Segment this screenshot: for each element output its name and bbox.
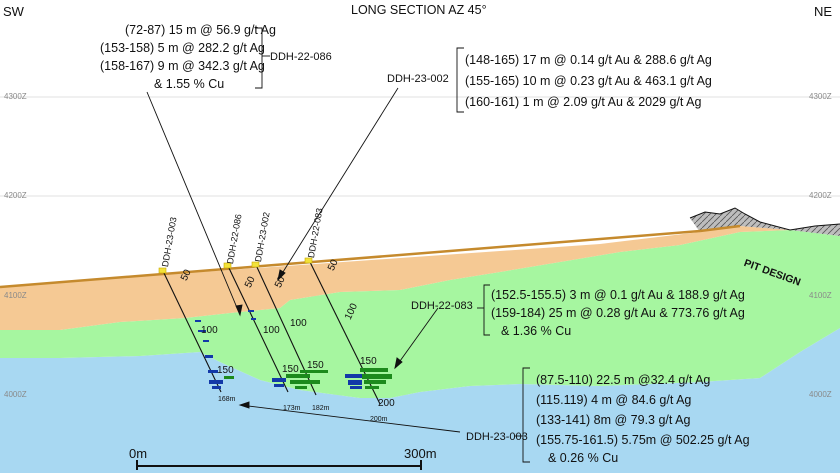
annotation-22-086-line-1: (72-87) 15 m @ 56.9 g/t Ag [125, 23, 276, 37]
pit-design-area [690, 208, 840, 236]
annotation-23-003-line-3: (133-141) 8m @ 79.3 g/t Ag [536, 413, 691, 427]
annotation-22-083-line-3: & 1.36 % Cu [501, 324, 572, 338]
hole-id-23-002: DDH-23-002 [387, 73, 449, 85]
elev-4200-right: 4200Z [809, 191, 832, 200]
annotation-22-083-line-2: (159-184) 25 m @ 0.28 g/t Au & 773.76 g/… [491, 306, 745, 320]
depth-150-22-086: 150 [282, 364, 299, 375]
collars [158, 257, 313, 274]
bracket-22-086 [255, 27, 263, 89]
annotation-22-086-line-4: & 1.55 % Cu [154, 77, 225, 91]
hole-id-22-086: DDH-22-086 [270, 51, 332, 63]
scale-end-label: 300m [404, 446, 437, 461]
leader-lines [146, 87, 461, 433]
assay-bars [195, 310, 392, 389]
leader-22-083 [394, 307, 439, 369]
leader-23-002 [277, 87, 399, 281]
section-title: LONG SECTION AZ 45° [351, 3, 487, 17]
collar-23-002 [251, 261, 260, 268]
depth-150-23-002: 150 [307, 360, 324, 371]
depth-150-23-003: 150 [217, 365, 234, 376]
annotation-23-003-line-5: & 0.26 % Cu [548, 451, 619, 465]
hole-trace-23-002 [255, 264, 317, 396]
elev-4300-left: 4300Z [4, 92, 27, 101]
leader-22-086 [146, 91, 241, 316]
eoh-22-083: 200m [370, 416, 388, 423]
collar-22-083 [304, 257, 313, 264]
annotation-23-002-line-3: (160-161) 1 m @ 2.09 g/t Au & 2029 g/t A… [465, 95, 702, 109]
annotation-23-003-line-1: (87.5-110) 22.5 m @32.4 g/t Ag [536, 373, 711, 387]
hole-trace-22-086 [227, 265, 289, 393]
leader-23-003 [239, 404, 461, 433]
annotation-22-086-line-2: (153-158) 5 m @ 282.2 g/t Ag [100, 41, 265, 55]
bracket-23-003 [522, 367, 530, 463]
annotation-22-086-line-3: (158-167) 9 m @ 342.3 g/t Ag [100, 59, 265, 73]
ne-label: NE [814, 4, 833, 19]
annotation-22-083-line-1: (152.5-155.5) 3 m @ 0.1 g/t Au & 188.9 g… [491, 288, 745, 302]
brackets [255, 27, 530, 463]
depth-100-23-003: 100 [201, 325, 218, 336]
annotation-23-002-line-2: (155-165) 10 m @ 0.23 g/t Au & 463.1 g/t… [465, 74, 712, 88]
collar-23-003 [158, 267, 167, 274]
depth-100-22-086: 100 [263, 325, 280, 336]
elev-4300-right: 4300Z [809, 92, 832, 101]
depth-200-22-083: 200 [378, 398, 395, 409]
eoh-22-086: 173m [283, 405, 301, 412]
eoh-23-003: 168m [218, 396, 236, 403]
annotation-23-003-line-2: (115.119) 4 m @ 84.6 g/t Ag [536, 393, 692, 407]
bracket-23-002 [456, 47, 464, 113]
scale-bar [136, 460, 422, 470]
surface-line-east [699, 224, 741, 233]
scale-start-label: 0m [129, 446, 148, 461]
elev-4100-left: 4100Z [4, 291, 27, 300]
elev-4200-left: 4200Z [4, 191, 27, 200]
hole-id-23-003: DDH-23-003 [466, 431, 528, 443]
bracket-22-083 [483, 284, 490, 336]
pit-outline [689, 207, 840, 231]
annotation-23-003-line-4: (155.75-161.5) 5.75m @ 502.25 g/t Ag [536, 433, 750, 447]
blue-zone [0, 328, 840, 473]
collar-22-086 [223, 262, 232, 269]
depth-150-22-083: 150 [360, 356, 377, 367]
overburden-zone [0, 226, 840, 330]
elev-4000-right: 4000Z [809, 390, 832, 399]
surface-line [0, 229, 701, 289]
elev-4100-right: 4100Z [809, 291, 832, 300]
annotation-23-002-line-1: (148-165) 17 m @ 0.14 g/t Au & 288.6 g/t… [465, 53, 712, 67]
sw-label: SW [3, 4, 24, 19]
elev-4000-left: 4000Z [4, 390, 27, 399]
hole-id-22-083: DDH-22-083 [411, 300, 473, 312]
depth-100-23-002: 100 [290, 318, 307, 329]
eoh-23-002: 182m [312, 405, 330, 412]
